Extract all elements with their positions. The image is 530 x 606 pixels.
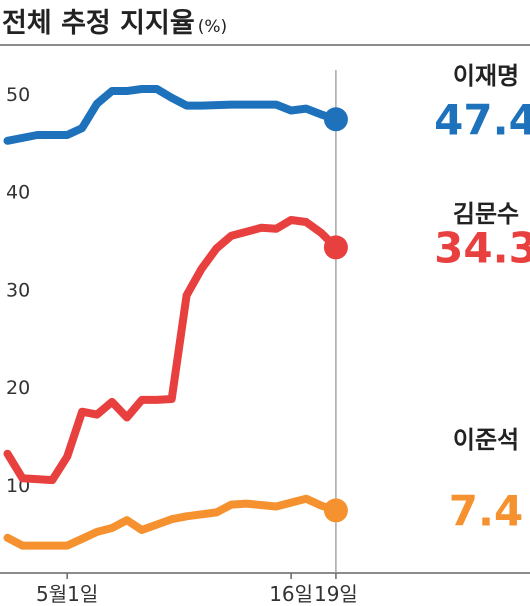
series-name-label: 김문수 xyxy=(453,200,519,228)
y-tick-label: 40 xyxy=(6,182,30,204)
series-layer xyxy=(3,85,348,550)
series-line-3 xyxy=(3,494,340,550)
x-tick-label: 16일 xyxy=(269,582,313,606)
series-value-label: 34.3 xyxy=(434,223,530,272)
chart-title-text: 전체 추정 지지율 xyxy=(2,8,195,39)
y-tick-label: 30 xyxy=(6,279,30,301)
series-end-marker-3 xyxy=(323,498,348,523)
chart-title-unit: (%) xyxy=(198,17,227,37)
chart-title: 전체 추정 지지율 (%) xyxy=(2,8,227,39)
series-line-1 xyxy=(3,85,340,145)
series-value-label: 47.4 xyxy=(434,95,530,144)
y-tick-label: 20 xyxy=(6,377,30,399)
series-name-label: 이준석 xyxy=(453,426,519,454)
series-name-label: 이재명 xyxy=(453,62,519,90)
y-tick-label: 50 xyxy=(6,84,30,106)
series-end-marker-2 xyxy=(323,235,348,260)
series-end-marker-1 xyxy=(323,107,348,132)
series-line-2 xyxy=(3,216,340,485)
x-tick-label: 19일 xyxy=(314,582,358,606)
x-tick-label: 5월1일 xyxy=(36,582,98,606)
x-axis: 5월1일 16일 19일 xyxy=(36,573,358,606)
series-value-label: 7.4 xyxy=(449,486,523,535)
